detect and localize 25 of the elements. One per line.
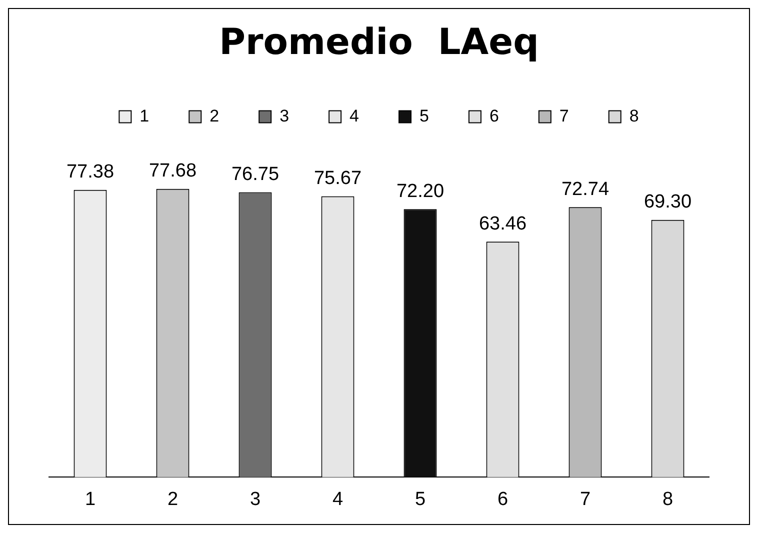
data-label: 63.46	[478, 213, 527, 234]
legend-label: 3	[280, 106, 290, 126]
legend-label: 2	[210, 106, 220, 126]
data-label: 72.20	[396, 180, 444, 202]
x-tick-label: 8	[662, 488, 674, 510]
x-tick-label: 5	[414, 488, 426, 510]
data-label: 69.30	[644, 192, 692, 213]
x-tick-label: 1	[84, 488, 96, 510]
data-label: 76.75	[231, 164, 280, 185]
x-tick-label: 3	[250, 488, 261, 510]
chart-title: Promedio LAeq	[219, 22, 539, 63]
data-label: 77.68	[148, 160, 197, 182]
x-tick-label: 6	[497, 488, 508, 510]
legend-label: 4	[350, 106, 360, 126]
legend-label: 1	[140, 106, 150, 126]
data-label: 75.67	[314, 168, 362, 190]
x-tick-label: 4	[332, 488, 344, 510]
legend-label: 8	[629, 106, 639, 126]
x-tick-label: 2	[167, 488, 178, 510]
data-label: 77.38	[66, 162, 114, 183]
data-label: 72.74	[561, 178, 610, 200]
legend-label: 5	[420, 106, 429, 126]
legend-label: 7	[559, 106, 569, 126]
legend-label: 6	[489, 106, 499, 126]
x-tick-label: 7	[580, 488, 591, 510]
